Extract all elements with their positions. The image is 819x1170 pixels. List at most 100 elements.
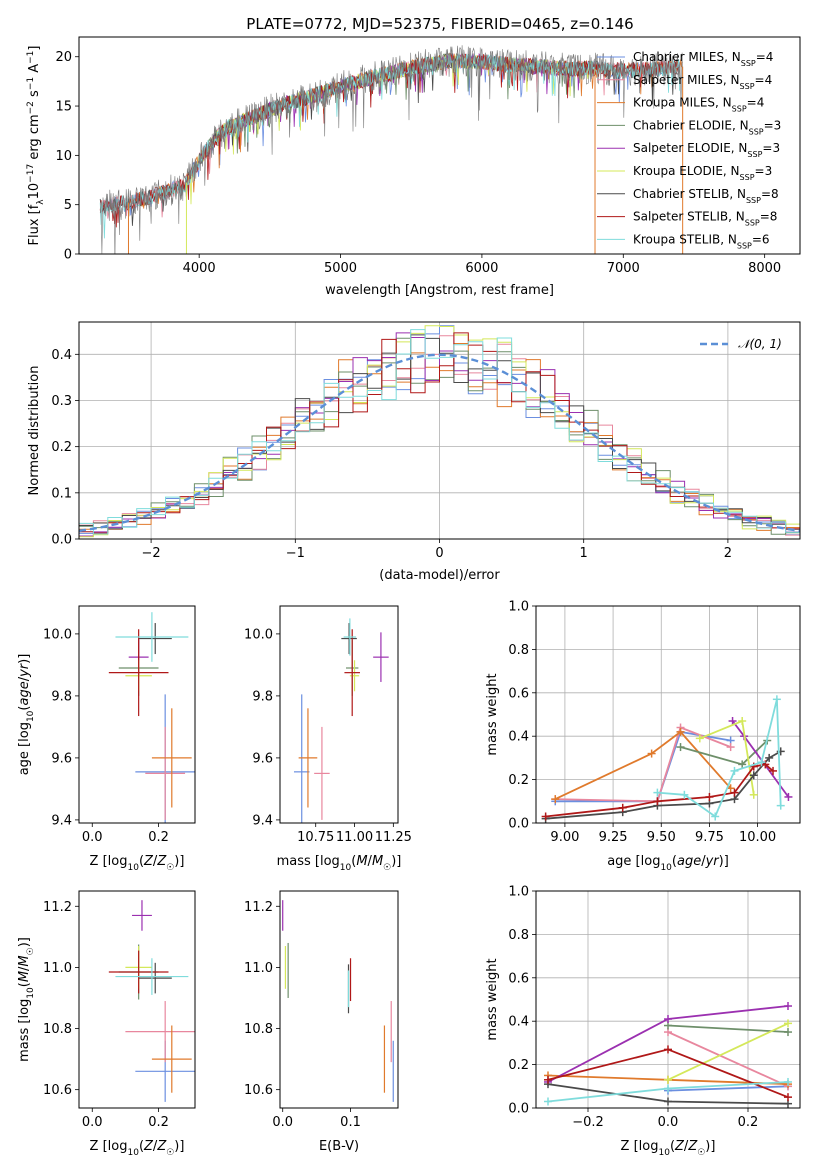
label-part: A <box>27 64 42 77</box>
x-axis-label: age [log10(age/yr)] <box>607 854 729 873</box>
x-tick-label: −2 <box>142 546 161 561</box>
x-tick-label: 7000 <box>607 261 640 276</box>
errorbar-point <box>145 726 186 820</box>
label-part: / <box>684 1139 689 1154</box>
y-tick-label: 9.4 <box>252 813 273 828</box>
panel-mass_vs_Z: 0.0 0.210.610.811.011.2Z [log10(Z/Z☉)]mas… <box>17 890 196 1158</box>
errorbar-point <box>138 962 172 994</box>
y-tick-label: 0.0 <box>51 533 72 548</box>
label-part: mass [log <box>277 854 340 869</box>
label-part: 10 <box>27 183 42 200</box>
legend-sub: SSP <box>749 127 764 136</box>
legend-entry: Salpeter MILES, NSSP=4 <box>633 73 772 91</box>
y-tick-label: 15 <box>55 100 72 115</box>
legend-entry: 𝒩(0, 1) <box>738 337 782 351</box>
y-tick-label: 1.0 <box>508 885 529 900</box>
weight-line <box>667 1085 789 1092</box>
y-tick-label: 11.2 <box>244 900 273 915</box>
legend-entry: Chabrier ELODIE, NSSP=3 <box>633 118 781 136</box>
errorbar-point <box>341 623 357 655</box>
legend-sub: SSP <box>732 104 747 113</box>
label-part: ☉ <box>697 1148 705 1158</box>
label-part: ( <box>139 854 144 869</box>
legend-entry: Salpeter STELIB, NSSP=8 <box>633 210 777 228</box>
label-part: 10 <box>26 710 36 722</box>
y-tick-label: 9.8 <box>51 689 72 704</box>
label-part: M <box>372 854 383 869</box>
label-part: age [log <box>607 854 660 869</box>
weight-line <box>554 730 732 800</box>
x-tick-label: 0.0 <box>272 1115 293 1130</box>
label-part: Z [log <box>621 1139 659 1154</box>
errorbar-point <box>349 660 360 692</box>
x-axis-label: E(B-V) <box>319 1139 359 1154</box>
legend-entry: Salpeter ELODIE, NSSP=3 <box>633 141 780 159</box>
legend-nssp: =4 <box>747 96 765 110</box>
y-tick-label: 0.3 <box>51 394 72 409</box>
label-part: / <box>17 676 32 681</box>
legend-name: Kroupa MILES, N <box>633 96 732 110</box>
x-tick-label: −1 <box>286 546 305 561</box>
legend-name: Salpeter ELODIE, N <box>633 141 747 155</box>
panel-residual_hist: −2 −1 0 1 2 0.0 0.1 0.2 0.3 0.4 (data-model)/error… <box>27 321 801 583</box>
label-part: −2 <box>26 101 36 114</box>
y-tick-label: 9.6 <box>51 751 72 766</box>
label-part: mass [log <box>17 999 32 1062</box>
y-tick-label: 9.8 <box>252 689 273 704</box>
y-tick-label: 0.6 <box>508 686 529 701</box>
axes-frame <box>279 890 399 1109</box>
y-tick-label: 11.0 <box>43 961 72 976</box>
x-tick-label: 0 <box>435 546 443 561</box>
weight-line <box>667 1024 789 1033</box>
legend-entry: Kroupa MILES, NSSP=4 <box>633 96 764 114</box>
panel-age_vs_mass: 10.75 11.00 11.25 9.4 9.6 9.8 10.0 mass [log10(… <box>244 605 412 873</box>
label-part: 10 <box>660 863 672 873</box>
label-part: )] <box>705 1139 715 1154</box>
legend-sub: SSP <box>740 173 755 182</box>
panel-massweight_vs_age: 9.00 9.25 9.50 9.75 10.00 0.0 0.2 0.4 0.6 0.8 1.0 a… <box>485 600 801 873</box>
label-part: ( <box>670 1139 675 1154</box>
weight-series <box>653 695 785 821</box>
legend-sub: SSP <box>745 218 760 227</box>
legend-nssp: =3 <box>762 141 780 155</box>
x-tick-label: 0.2 <box>148 830 169 845</box>
errorbar-point <box>293 694 310 823</box>
y-tick-label: 0.4 <box>51 348 72 363</box>
label-part: ( <box>17 706 32 711</box>
panel-age_vs_Z: 0.0 0.29.49.69.810.0Z [log10(Z/Z☉)]age [l… <box>17 605 196 873</box>
label-part: age <box>17 681 32 705</box>
label-part: yr <box>17 662 32 678</box>
label-part: M <box>356 854 367 869</box>
y-tick-label: 0.1 <box>51 486 72 501</box>
axes-frame <box>279 605 399 824</box>
y-tick-label: 11.2 <box>43 900 72 915</box>
label-part: yr <box>705 854 721 869</box>
label-part: )] <box>17 654 32 664</box>
legend-nssp: =3 <box>764 118 782 132</box>
legend-name: Kroupa ELODIE, N <box>633 164 740 178</box>
axes-frame <box>535 605 801 824</box>
legend-name: Kroupa STELIB, N <box>633 232 737 246</box>
weight-series <box>544 1045 792 1102</box>
label-part: ( <box>139 1139 144 1154</box>
y-tick-label: 10.8 <box>43 1022 72 1037</box>
x-axis-label: (data-model)/error <box>379 568 500 583</box>
label-part: 10 <box>658 1148 670 1158</box>
errorbar-point <box>138 623 172 655</box>
label-part: )] <box>174 1139 184 1154</box>
x-tick-label: 1 <box>580 546 588 561</box>
errorbar-point <box>343 618 357 656</box>
legend-entry: Chabrier STELIB, NSSP=8 <box>633 187 779 205</box>
x-tick-label: 4000 <box>183 261 216 276</box>
x-tick-label: 0.2 <box>738 1115 759 1130</box>
y-axis-label: Normed distribution <box>27 366 42 496</box>
errorbar-point <box>298 708 318 808</box>
label-part: Z [log <box>90 1139 128 1154</box>
label-part: 10 <box>127 863 139 873</box>
legend-name: Chabrier STELIB, N <box>633 187 746 201</box>
y-tick-label: 10.6 <box>43 1083 72 1098</box>
axes-frame <box>535 890 801 1109</box>
y-tick-label: 10.0 <box>43 627 72 642</box>
